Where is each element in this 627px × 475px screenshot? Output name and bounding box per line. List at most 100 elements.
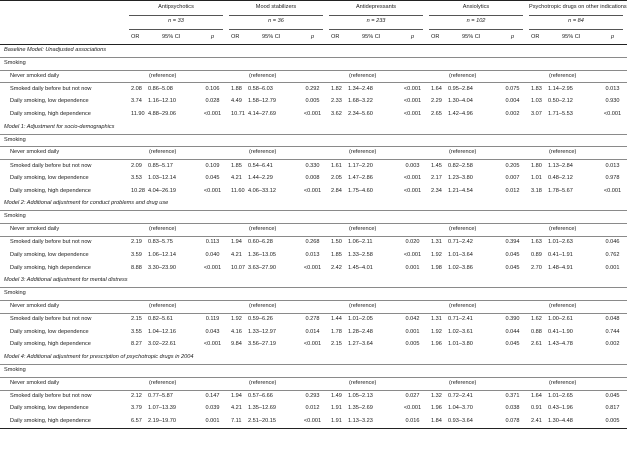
reference-cell: (reference) <box>349 149 377 156</box>
row-label: Daily smoking, low dependence <box>10 98 89 105</box>
p-value-cell: 0.008 <box>305 175 320 182</box>
confidence-interval-cell: 0.59–6.26 <box>248 316 273 323</box>
odds-ratio-cell: 6.57 <box>131 417 142 424</box>
confidence-interval-cell: 1.14–2.95 <box>548 85 573 92</box>
p-value-cell: 0.045 <box>505 264 520 271</box>
confidence-interval-cell: 4.06–33.12 <box>248 187 276 194</box>
row-label: Daily smoking, high dependence <box>10 111 91 118</box>
reference-cell: (reference) <box>549 149 577 156</box>
category-label: Smoking <box>4 290 26 297</box>
confidence-interval-cell: 0.82–5.61 <box>148 316 173 323</box>
row-label: Never smoked daily <box>10 379 60 386</box>
p-value-cell: 0.016 <box>405 417 420 424</box>
confidence-interval-cell: 1.58–12.79 <box>248 98 276 105</box>
odds-ratio-cell: 2.09 <box>131 162 142 169</box>
p-value-cell: <0.001 <box>403 187 422 194</box>
odds-ratio-cell: 1.91 <box>331 417 342 424</box>
odds-ratio-cell: 4.21 <box>231 405 242 412</box>
odds-ratio-cell: 1.83 <box>531 85 542 92</box>
confidence-interval-cell: 1.47–2.86 <box>348 175 373 182</box>
confidence-interval-cell: 1.06–12.14 <box>148 251 176 258</box>
category-row: Smoking <box>0 364 627 378</box>
category-row: Smoking <box>0 134 627 147</box>
confidence-interval-cell: 1.13–2.84 <box>548 162 573 169</box>
model-title-row: Model 1: Adjustment for socio-demographi… <box>0 121 627 135</box>
category-row: Smoking <box>0 57 627 71</box>
confidence-interval-cell: 4.14–27.69 <box>248 111 276 118</box>
p-value-cell: 0.075 <box>505 85 520 92</box>
confidence-interval-cell: 2.34–5.60 <box>348 111 373 118</box>
row-label: Daily smoking, high dependence <box>10 264 91 271</box>
p-value-cell: 0.039 <box>205 405 220 412</box>
confidence-interval-cell: 0.48–2.12 <box>548 175 573 182</box>
confidence-interval-cell: 1.01–2.05 <box>348 316 373 323</box>
odds-ratio-cell: 0.88 <box>531 328 542 335</box>
p-value-cell: 0.001 <box>405 264 420 271</box>
confidence-interval-cell: 1.44–2.29 <box>248 175 273 182</box>
confidence-interval-cell: 3.56–27.19 <box>248 341 276 348</box>
p-value-cell: 0.040 <box>205 251 220 258</box>
reference-cell: (reference) <box>449 303 477 310</box>
confidence-interval-cell: 1.01–2.65 <box>548 392 573 399</box>
odds-ratio-cell: 1.32 <box>431 392 442 399</box>
odds-ratio-cell: 1.64 <box>431 85 442 92</box>
odds-ratio-cell: 2.41 <box>531 417 542 424</box>
column-header-row: OR 95% CI p OR 95% CI p OR 95% CI p OR 95% CI p OR 95… <box>0 33 627 45</box>
p-value-cell: <0.001 <box>603 187 622 194</box>
model-title: Model 4: Additional adjustment for presc… <box>4 353 194 360</box>
p-value-cell: <0.001 <box>403 405 422 412</box>
odds-ratio-cell: 1.96 <box>431 405 442 412</box>
p-value-cell: 0.394 <box>505 239 520 246</box>
confidence-interval-cell: 1.06–2.11 <box>348 239 373 246</box>
confidence-interval-cell: 0.93–3.64 <box>448 417 473 424</box>
confidence-interval-cell: 1.43–4.78 <box>548 341 573 348</box>
col-header-ci: 95% CI <box>562 34 581 41</box>
confidence-interval-cell: 1.05–2.13 <box>348 392 373 399</box>
model-title: Baseline Model: Unadjusted associations <box>4 47 106 54</box>
p-value-cell: <0.001 <box>303 187 322 194</box>
reference-cell: (reference) <box>549 226 577 233</box>
confidence-interval-cell: 1.33–2.58 <box>348 251 373 258</box>
odds-ratio-cell: 2.42 <box>331 264 342 271</box>
odds-ratio-cell: 1.94 <box>231 392 242 399</box>
odds-ratio-cell: 1.94 <box>231 239 242 246</box>
p-value-cell: <0.001 <box>403 85 422 92</box>
odds-ratio-cell: 1.31 <box>431 316 442 323</box>
confidence-interval-cell: 0.58–6.03 <box>248 85 273 92</box>
table-row: Never smoked daily (reference) (reference)… <box>0 300 627 314</box>
row-label: Daily smoking, low dependence <box>10 251 89 258</box>
p-value-cell: 0.005 <box>605 417 620 424</box>
row-label: Smoked daily before but not now <box>10 392 92 399</box>
p-value-cell: 0.113 <box>205 239 220 246</box>
odds-ratio-cell: 1.80 <box>531 162 542 169</box>
p-value-cell: <0.001 <box>403 251 422 258</box>
p-value-cell: 0.978 <box>605 175 620 182</box>
odds-ratio-cell: 3.55 <box>131 328 142 335</box>
p-value-cell: <0.001 <box>403 111 422 118</box>
odds-ratio-cell: 1.49 <box>331 392 342 399</box>
confidence-interval-cell: 0.41–1.91 <box>548 251 573 258</box>
category-label: Smoking <box>4 213 26 220</box>
p-value-cell: 0.045 <box>605 392 620 399</box>
p-value-cell: 0.106 <box>205 85 220 92</box>
confidence-interval-cell: 1.68–3.22 <box>348 98 373 105</box>
group-n: n = 233 <box>327 17 427 33</box>
odds-ratio-cell: 10.07 <box>231 264 245 271</box>
odds-ratio-cell: 8.88 <box>131 264 142 271</box>
odds-ratio-cell: 1.01 <box>531 175 542 182</box>
row-label: Never smoked daily <box>10 149 60 156</box>
p-value-cell: <0.001 <box>203 341 222 348</box>
model-title: Model 1: Adjustment for socio-demographi… <box>4 123 115 130</box>
p-value-cell: 0.046 <box>605 239 620 246</box>
reference-cell: (reference) <box>149 303 177 310</box>
confidence-interval-cell: 1.01–3.64 <box>448 251 473 258</box>
odds-ratio-cell: 4.16 <box>231 328 242 335</box>
category-label: Smoking <box>4 367 26 374</box>
odds-ratio-cell: 2.84 <box>331 187 342 194</box>
odds-ratio-cell: 4.49 <box>231 98 242 105</box>
p-value-cell: 0.005 <box>405 341 420 348</box>
odds-ratio-cell: 3.07 <box>531 111 542 118</box>
confidence-interval-cell: 1.30–4.48 <box>548 417 573 424</box>
group-header: Antidepressants <box>327 1 427 17</box>
table-row: Daily smoking, low dependence 3.79 1.07–13… <box>0 403 627 416</box>
